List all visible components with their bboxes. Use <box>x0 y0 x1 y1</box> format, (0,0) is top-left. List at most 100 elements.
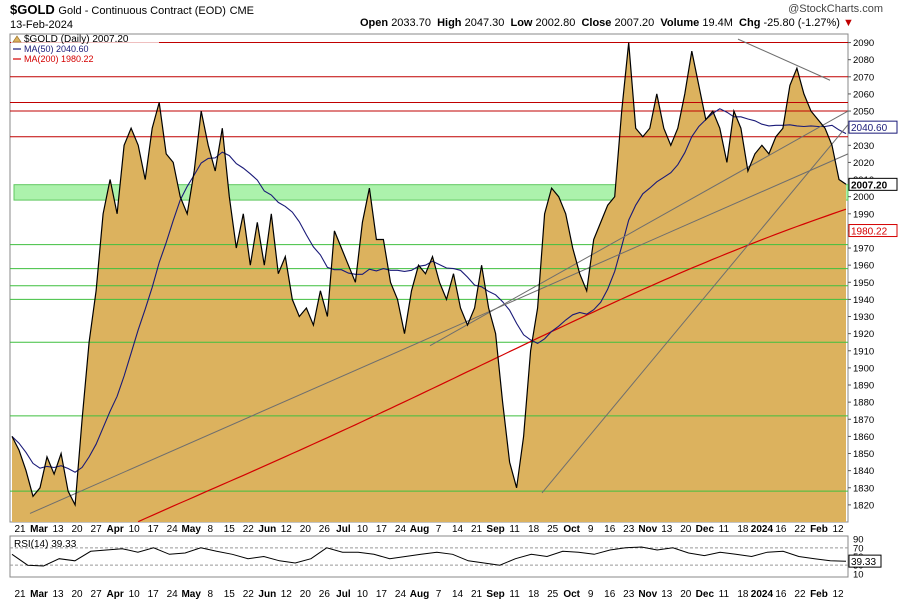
ma50-value-tag: 2040.60 <box>851 123 888 134</box>
x-tick-label: Jun <box>258 524 276 535</box>
x-tick-label: 26 <box>319 524 331 535</box>
y-tick-label: 1870 <box>853 415 874 426</box>
chart-symbol-title: $GOLD Gold - Continuous Contract (EOD) C… <box>10 2 254 17</box>
x-tick-label: 7 <box>436 524 442 535</box>
rsi-x-tick-label: 18 <box>528 589 540 600</box>
rsi-x-tick-label: Oct <box>563 589 580 600</box>
rsi-x-tick-label: 16 <box>775 589 787 600</box>
x-tick-label: Oct <box>563 524 580 535</box>
x-tick-label: 21 <box>471 524 483 535</box>
price-value-tag: 2007.20 <box>851 180 888 191</box>
down-arrow-icon: ▼ <box>843 17 854 29</box>
trendline <box>429 110 849 347</box>
x-tick-label: 12 <box>281 524 293 535</box>
rsi-x-tick-label: 25 <box>547 589 559 600</box>
x-tick-label: 23 <box>623 524 635 535</box>
rsi-x-tick-label: 21 <box>471 589 483 600</box>
open-value: 2033.70 <box>391 17 431 29</box>
y-tick-label: 1850 <box>853 449 874 460</box>
legend-ma50: MA(50) 2040.60 <box>24 44 89 54</box>
y-tick-label: 1960 <box>853 261 874 272</box>
rsi-panel-frame <box>9 535 849 578</box>
area-legend-icon <box>12 35 22 43</box>
ma200-value-tag-box <box>848 224 898 238</box>
rsi-x-tick-label: Jul <box>336 589 351 600</box>
y-tick-label: 2070 <box>853 72 874 83</box>
y-tick-label: 1820 <box>853 500 874 511</box>
rsi-x-tick-label: 17 <box>148 589 160 600</box>
x-tick-label: Apr <box>106 524 123 535</box>
x-tick-label: 13 <box>52 524 64 535</box>
rsi-x-tick-label: 24 <box>167 589 179 600</box>
x-tick-label: 14 <box>452 524 464 535</box>
rsi-x-tick-label: 21 <box>14 589 26 600</box>
x-tick-label: Feb <box>810 524 828 535</box>
y-tick-label: 1930 <box>853 312 874 323</box>
x-tick-label: 22 <box>243 524 255 535</box>
y-tick-label: 1990 <box>853 209 874 220</box>
change-value: -25.80 (-1.27%) <box>763 17 840 29</box>
ma200-value-tag: 1980.22 <box>851 227 888 238</box>
price-value-tag-box <box>848 177 898 191</box>
x-tick-label: Nov <box>638 524 657 535</box>
rsi-x-tick-label: 12 <box>281 589 293 600</box>
rsi-x-tick-label: Nov <box>638 589 657 600</box>
y-tick-label: 2090 <box>853 38 874 49</box>
rsi-x-tick-label: Jun <box>258 589 276 600</box>
x-tick-label: 25 <box>547 524 559 535</box>
rsi-x-tick-label: 22 <box>243 589 255 600</box>
rsi-x-tick-label: 11 <box>719 589 730 600</box>
x-tick-label: 24 <box>395 524 407 535</box>
x-tick-label: 20 <box>300 524 312 535</box>
x-tick-label: 16 <box>604 524 616 535</box>
legend-ma200: MA(200) 1980.22 <box>24 54 94 64</box>
rsi-label: RSI(14) 39.33 <box>14 539 77 550</box>
rsi-x-tick-label: 27 <box>91 589 103 600</box>
x-tick-label: 11 <box>509 524 520 535</box>
rsi-x-tick-label: Mar <box>30 589 48 600</box>
rsi-x-tick-label: 8 <box>207 589 213 600</box>
x-tick-label: Sep <box>486 524 504 535</box>
y-tick-label: 1970 <box>853 244 874 255</box>
rsi-x-tick-label: Dec <box>696 589 715 600</box>
rsi-tick-label: 10 <box>853 569 864 580</box>
x-tick-label: 13 <box>661 524 673 535</box>
x-tick-label: 18 <box>737 524 749 535</box>
rsi-x-tick-label: 11 <box>509 589 520 600</box>
y-tick-label: 2030 <box>853 141 874 152</box>
y-tick-label: 2060 <box>853 89 874 100</box>
x-tick-label: 16 <box>775 524 787 535</box>
x-tick-label: 18 <box>528 524 540 535</box>
rsi-value-box <box>848 554 882 568</box>
y-tick-label: 2080 <box>853 55 874 66</box>
symbol: $GOLD <box>10 2 55 17</box>
x-tick-label: Jul <box>336 524 351 535</box>
rsi-x-tick-label: Apr <box>106 589 123 600</box>
legend-box <box>11 35 159 65</box>
price-line <box>11 42 847 508</box>
y-tick-label: 1830 <box>853 483 874 494</box>
low-label: Low <box>510 17 533 29</box>
rsi-x-tick-label: 20 <box>72 589 84 600</box>
rsi-x-tick-label: 22 <box>794 589 806 600</box>
x-tick-label: Aug <box>410 524 429 535</box>
y-tick-label: 1860 <box>853 432 874 443</box>
rsi-x-tick-label: 26 <box>319 589 331 600</box>
ma200-line <box>137 208 847 523</box>
y-tick-label: 1940 <box>853 295 874 306</box>
trendline <box>737 38 831 81</box>
rsi-x-tick-label: 7 <box>436 589 442 600</box>
rsi-x-tick-label: 16 <box>604 589 616 600</box>
rsi-x-tick-label: 2024 <box>751 589 774 600</box>
volume-value: 19.4M <box>702 17 733 29</box>
x-tick-label: 20 <box>72 524 84 535</box>
close-label: Close <box>581 17 612 29</box>
y-tick-label: 2020 <box>853 158 874 169</box>
x-tick-label: 15 <box>224 524 236 535</box>
y-tick-label: 2000 <box>853 192 874 203</box>
rsi-x-tick-label: Aug <box>410 589 429 600</box>
x-tick-label: 10 <box>357 524 369 535</box>
brand-watermark: @StockCharts.com <box>788 3 883 15</box>
y-tick-label: 1920 <box>853 329 874 340</box>
chart-date: 13-Feb-2024 <box>10 19 73 31</box>
